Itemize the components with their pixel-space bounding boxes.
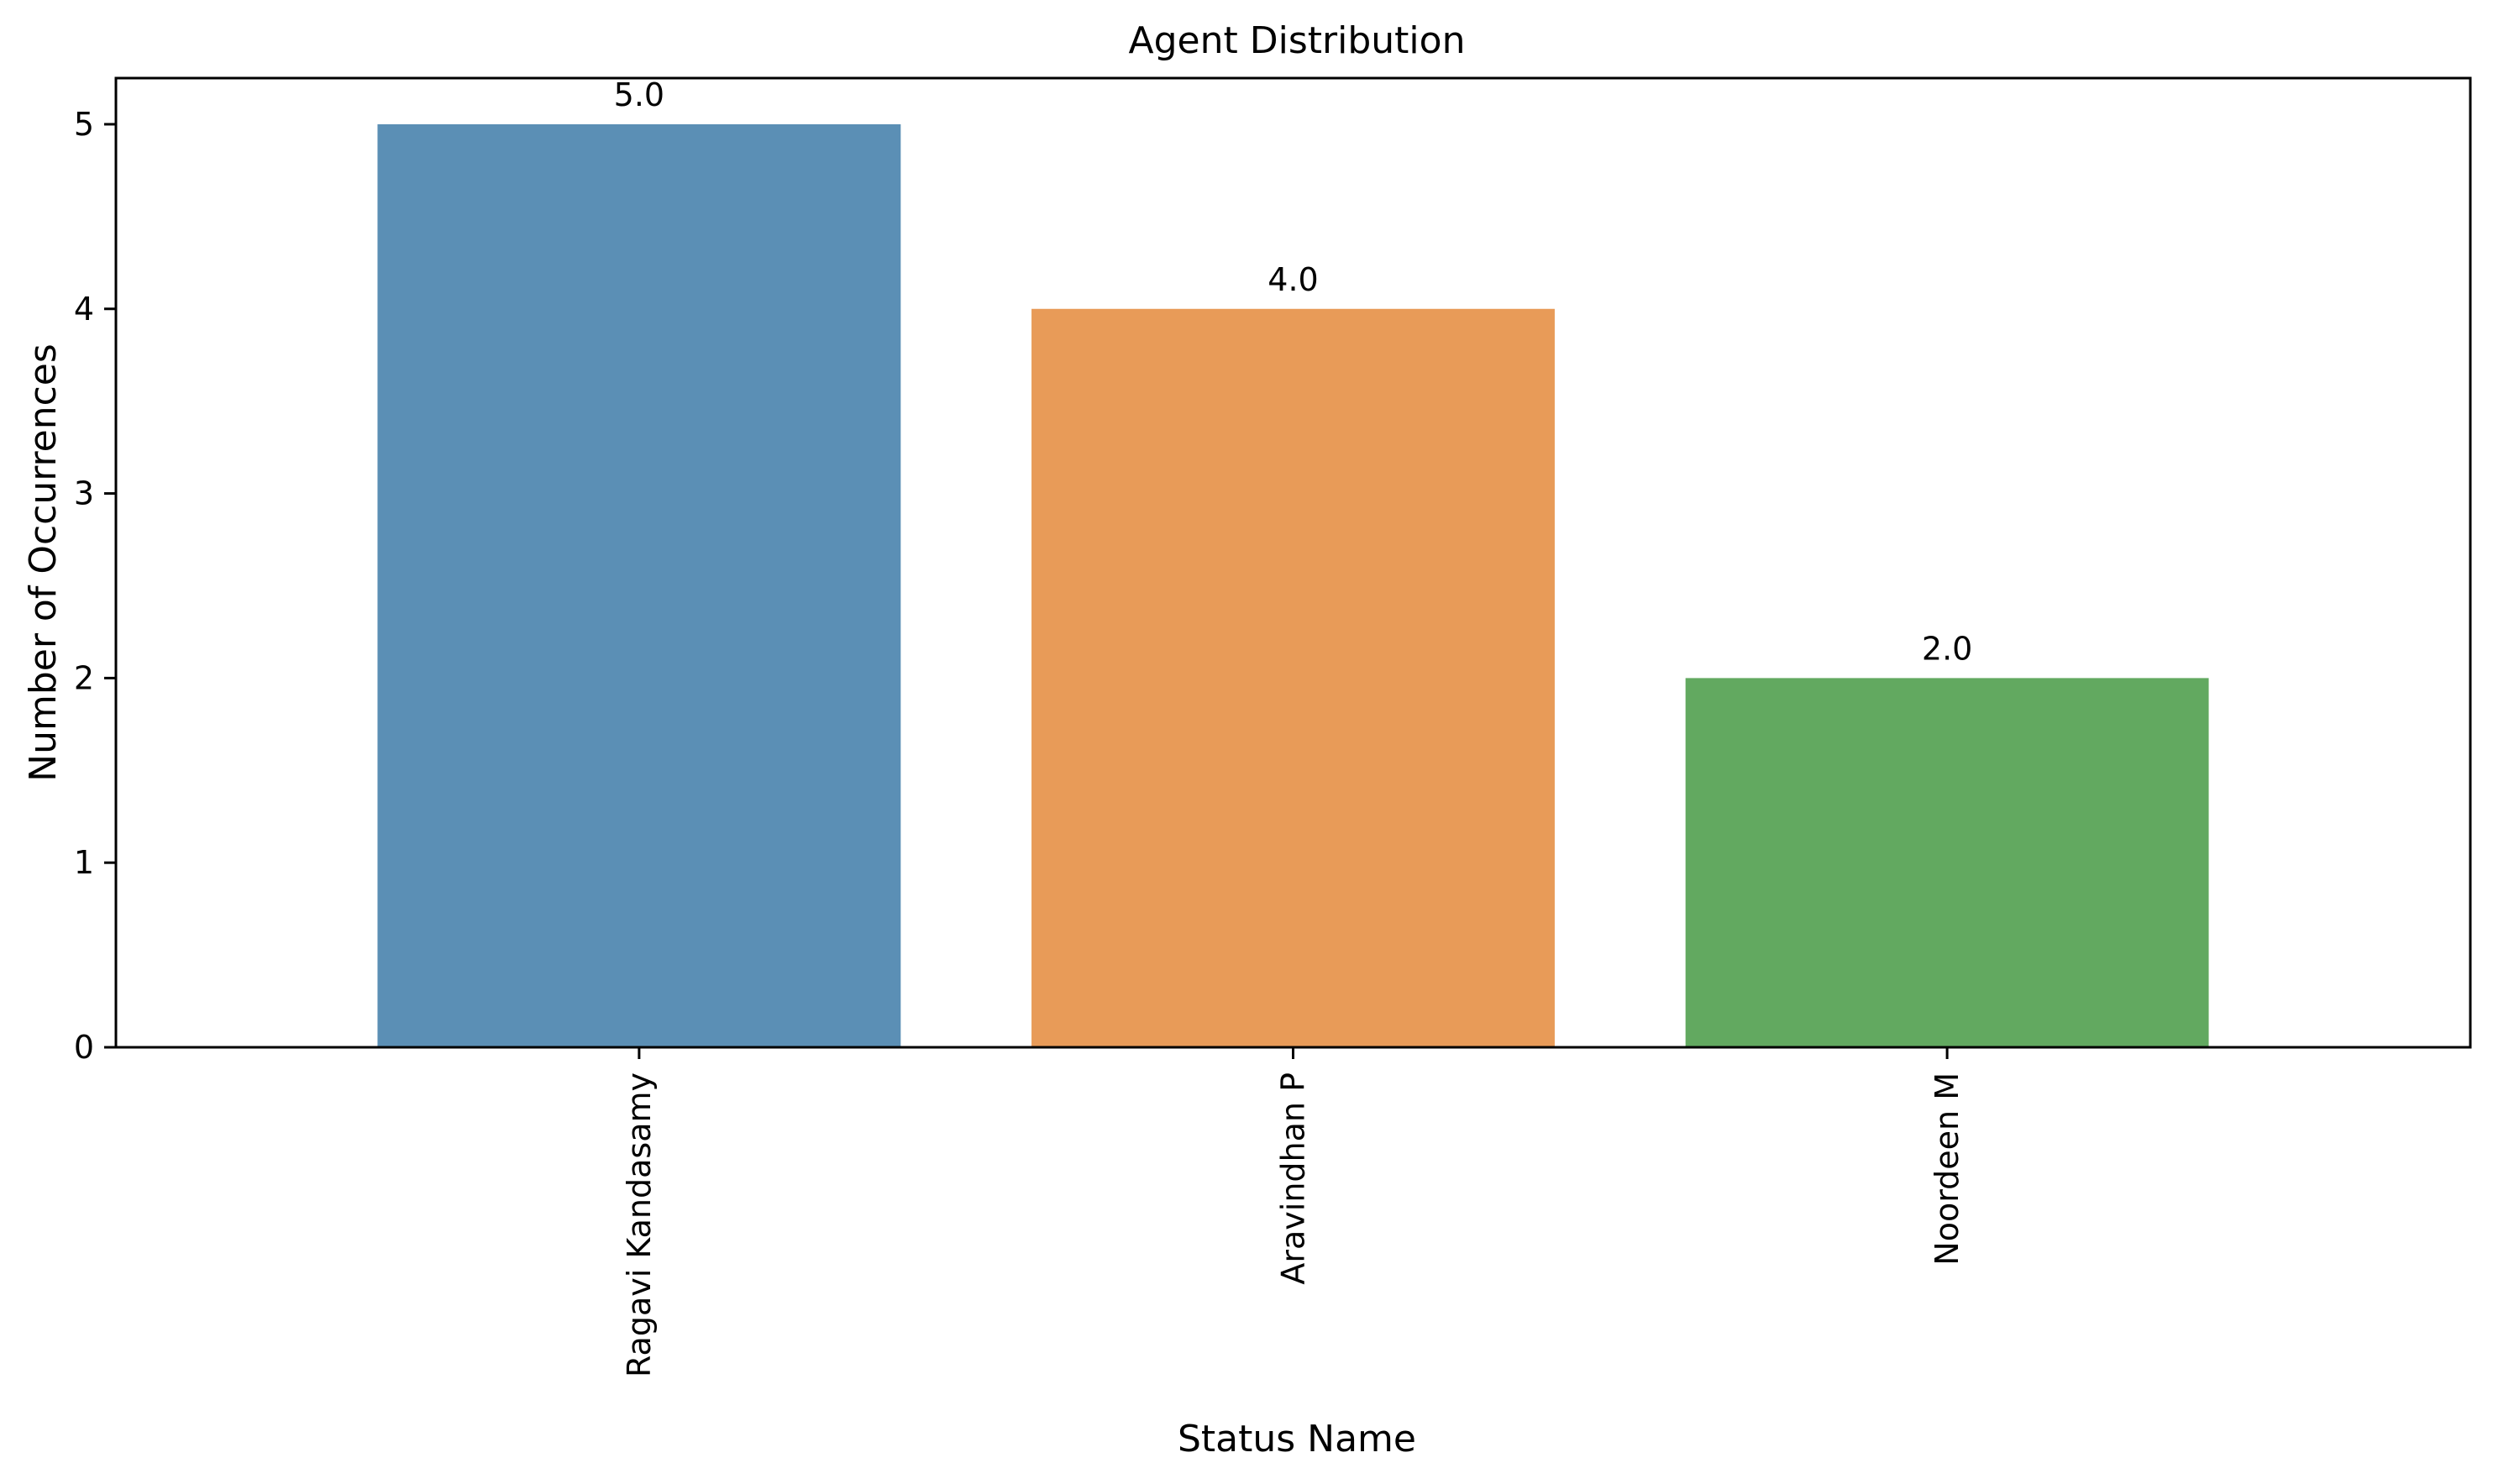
x-tick-label-3: Noordeen M: [1929, 1072, 1966, 1266]
bar-data-label-2: 4.0: [1267, 261, 1318, 298]
y-tick-label-1: 1: [74, 844, 94, 881]
bar-data-label-3: 2.0: [1922, 630, 1972, 667]
y-axis-label: Number of Occurrences: [22, 343, 65, 782]
plot-frame: [114, 76, 2472, 1049]
x-axis-label: Status Name: [1178, 1418, 1416, 1460]
y-tick-label-3: 3: [74, 475, 94, 512]
y-tick-label-5: 5: [74, 106, 94, 143]
bar-3: [1685, 678, 2209, 1047]
y-tick-label-0: 0: [74, 1029, 94, 1066]
data-label-group: 5.0 4.0 2.0: [614, 76, 1973, 667]
bar-data-label-1: 5.0: [614, 76, 664, 113]
bar-1: [377, 123, 901, 1047]
x-tick-label-1: Ragavi Kandasamy: [621, 1072, 658, 1377]
bar-2: [1031, 308, 1555, 1047]
y-tick-label-4: 4: [74, 291, 94, 328]
x-axis: Ragavi Kandasamy Aravindhan P Noordeen M: [621, 1047, 1966, 1377]
bar-group: [377, 123, 2209, 1047]
x-tick-label-2: Aravindhan P: [1275, 1072, 1312, 1285]
chart-title: Agent Distribution: [1129, 19, 1466, 62]
y-axis: 0 1 2 3 4 5: [74, 106, 116, 1066]
y-tick-label-2: 2: [74, 659, 94, 696]
